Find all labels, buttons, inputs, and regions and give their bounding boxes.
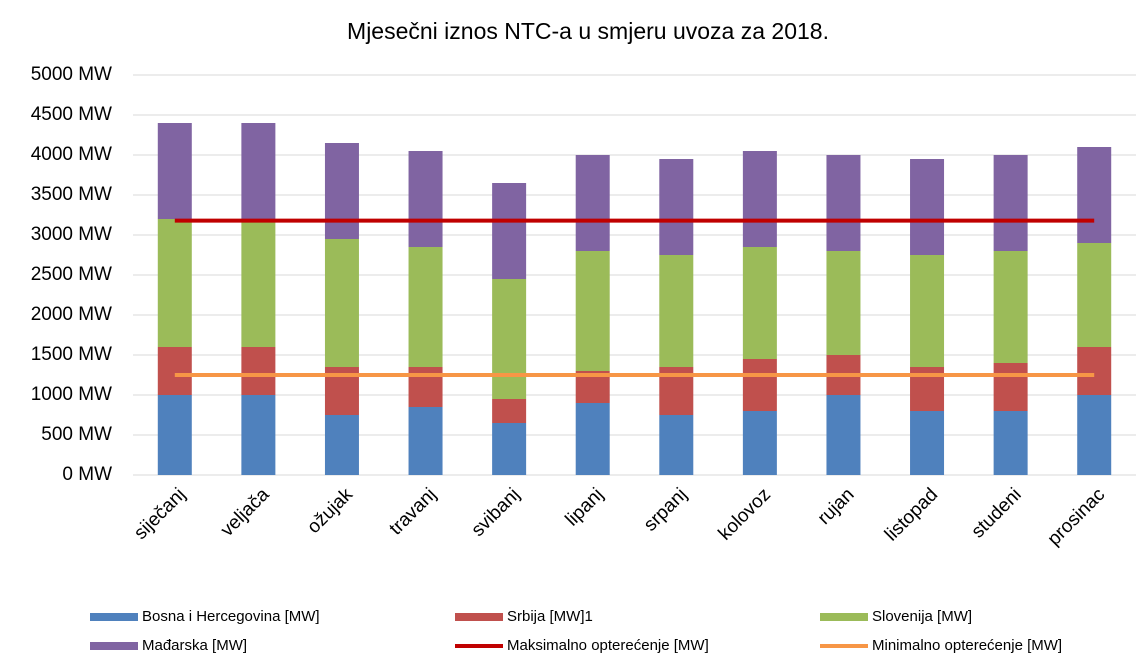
bar-segment [742, 151, 777, 247]
bar-segment [1077, 347, 1112, 395]
legend-swatch [90, 642, 138, 650]
y-tick-label: 1000 MW [31, 384, 112, 405]
x-tick-label: siječanj [130, 484, 190, 544]
bar-segment [993, 251, 1028, 363]
bar-segment [659, 415, 694, 475]
legend-label: Srbija [MW]1 [507, 608, 593, 625]
y-tick-label: 3000 MW [31, 224, 112, 245]
bar-segment [910, 159, 945, 255]
bar-segment [408, 247, 443, 367]
legend-swatch [820, 613, 868, 621]
bar-segment [742, 359, 777, 411]
bar-segment [993, 411, 1028, 475]
bar-segment [742, 247, 777, 359]
bar-segment [993, 155, 1028, 251]
bar-segment [1077, 243, 1112, 347]
y-tick-label: 1500 MW [31, 344, 112, 365]
y-tick-label: 5000 MW [31, 64, 112, 85]
bar-segment [1077, 147, 1112, 243]
x-tick-label: prosinac [1044, 484, 1110, 550]
y-tick-label: 4000 MW [31, 144, 112, 165]
bar-segment [241, 347, 276, 395]
y-tick-label: 2500 MW [31, 264, 112, 285]
bar-segment [241, 219, 276, 347]
bar-segment [157, 219, 192, 347]
bar-segment [1077, 395, 1112, 475]
x-tick-label: rujan [814, 484, 859, 529]
bar-segment [241, 395, 276, 475]
bar-segment [324, 143, 359, 239]
bar-segment [492, 279, 527, 399]
legend-label: Mađarska [MW] [142, 637, 247, 654]
bar-segment [157, 123, 192, 219]
bar-segment [826, 251, 861, 355]
x-tick-label: listopad [881, 484, 942, 545]
bar-segment [910, 255, 945, 367]
legend-label: Maksimalno opterećenje [MW] [507, 637, 709, 654]
bar-segment [826, 395, 861, 475]
x-tick-label: veljača [217, 484, 274, 541]
x-tick-label: travanj [385, 484, 440, 539]
bar-segment [575, 403, 610, 475]
x-tick-label: srpanj [640, 484, 691, 535]
bar-segment [157, 395, 192, 475]
legend-label: Slovenija [MW] [872, 608, 972, 625]
legend-label: Bosna i Hercegovina [MW] [142, 608, 320, 625]
bar-segment [157, 347, 192, 395]
y-tick-label: 0 MW [62, 464, 112, 485]
bar-segment [492, 183, 527, 279]
bar-segment [575, 155, 610, 251]
bar-segment [993, 363, 1028, 411]
x-tick-label: studeni [968, 484, 1026, 542]
legend-swatch [90, 613, 138, 621]
x-tick-label: ožujak [303, 484, 357, 538]
x-tick-label: kolovoz [715, 484, 775, 544]
legend-label: Minimalno opterećenje [MW] [872, 637, 1062, 654]
bar-segment [324, 415, 359, 475]
x-tick-label: svibanj [468, 484, 525, 541]
x-tick-label: lipanj [562, 484, 608, 530]
bar-segment [408, 407, 443, 475]
bar-segment [910, 411, 945, 475]
bar-segment [408, 151, 443, 247]
bar-segment [659, 159, 694, 255]
bar-segment [826, 155, 861, 251]
bar-segment [324, 239, 359, 367]
bar-segment [492, 423, 527, 475]
bar-segment [241, 123, 276, 219]
y-tick-label: 2000 MW [31, 304, 112, 325]
bar-segment [492, 399, 527, 423]
bar-segment [575, 251, 610, 371]
legend-swatch [455, 613, 503, 621]
bar-segment [659, 255, 694, 367]
bar-segment [742, 411, 777, 475]
y-tick-label: 500 MW [41, 424, 112, 445]
y-tick-label: 3500 MW [31, 184, 112, 205]
y-tick-label: 4500 MW [31, 104, 112, 125]
chart-title: Mjesečni iznos NTC-a u smjeru uvoza za 2… [347, 18, 829, 44]
